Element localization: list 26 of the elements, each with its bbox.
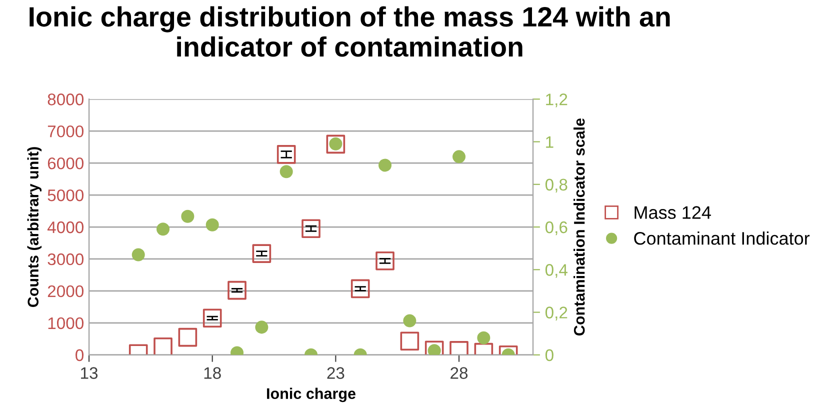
y-tick-label: 0 xyxy=(76,349,84,362)
y2-tick-label: 0,4 xyxy=(545,264,568,278)
y-tick-label: 7000 xyxy=(48,125,84,138)
y-tick-label: 6000 xyxy=(48,157,84,170)
y-tick-label: 5000 xyxy=(48,189,84,202)
y2-tick-label: 0,6 xyxy=(545,221,568,236)
y-axis-title: Counts (arbitrary unit) xyxy=(27,147,42,308)
y2-axis-title: Contamination Indicator scale xyxy=(574,118,585,336)
y2-tick-label: 0 xyxy=(545,349,554,362)
y-tick-label: 4000 xyxy=(47,221,84,234)
y2-tick-label: 0,2 xyxy=(545,306,568,320)
y-tick-label: 1000 xyxy=(48,317,84,330)
legend-label: Mass 124 xyxy=(634,206,711,219)
y-tick-label: 8000 xyxy=(48,94,84,106)
y2-tick-label: 1 xyxy=(546,136,554,148)
legend-label: Contaminant Indicator xyxy=(634,232,810,245)
x-tick-label: 23 xyxy=(327,367,344,379)
x-tick-label: 18 xyxy=(204,367,221,379)
y-tick-label: 2000 xyxy=(48,285,84,298)
x-tick-label: 13 xyxy=(81,367,98,379)
x-tick-label: 28 xyxy=(450,367,468,379)
y-tick-label: 3000 xyxy=(48,253,84,266)
y2-tick-label: 0,8 xyxy=(545,178,568,193)
y2-tick-label: 1,2 xyxy=(546,94,568,108)
chart-title: Ionic charge distribution of the mass 124 with an indicator of contamination xyxy=(30,6,670,57)
x-axis-title: Ionic charge xyxy=(267,388,356,402)
